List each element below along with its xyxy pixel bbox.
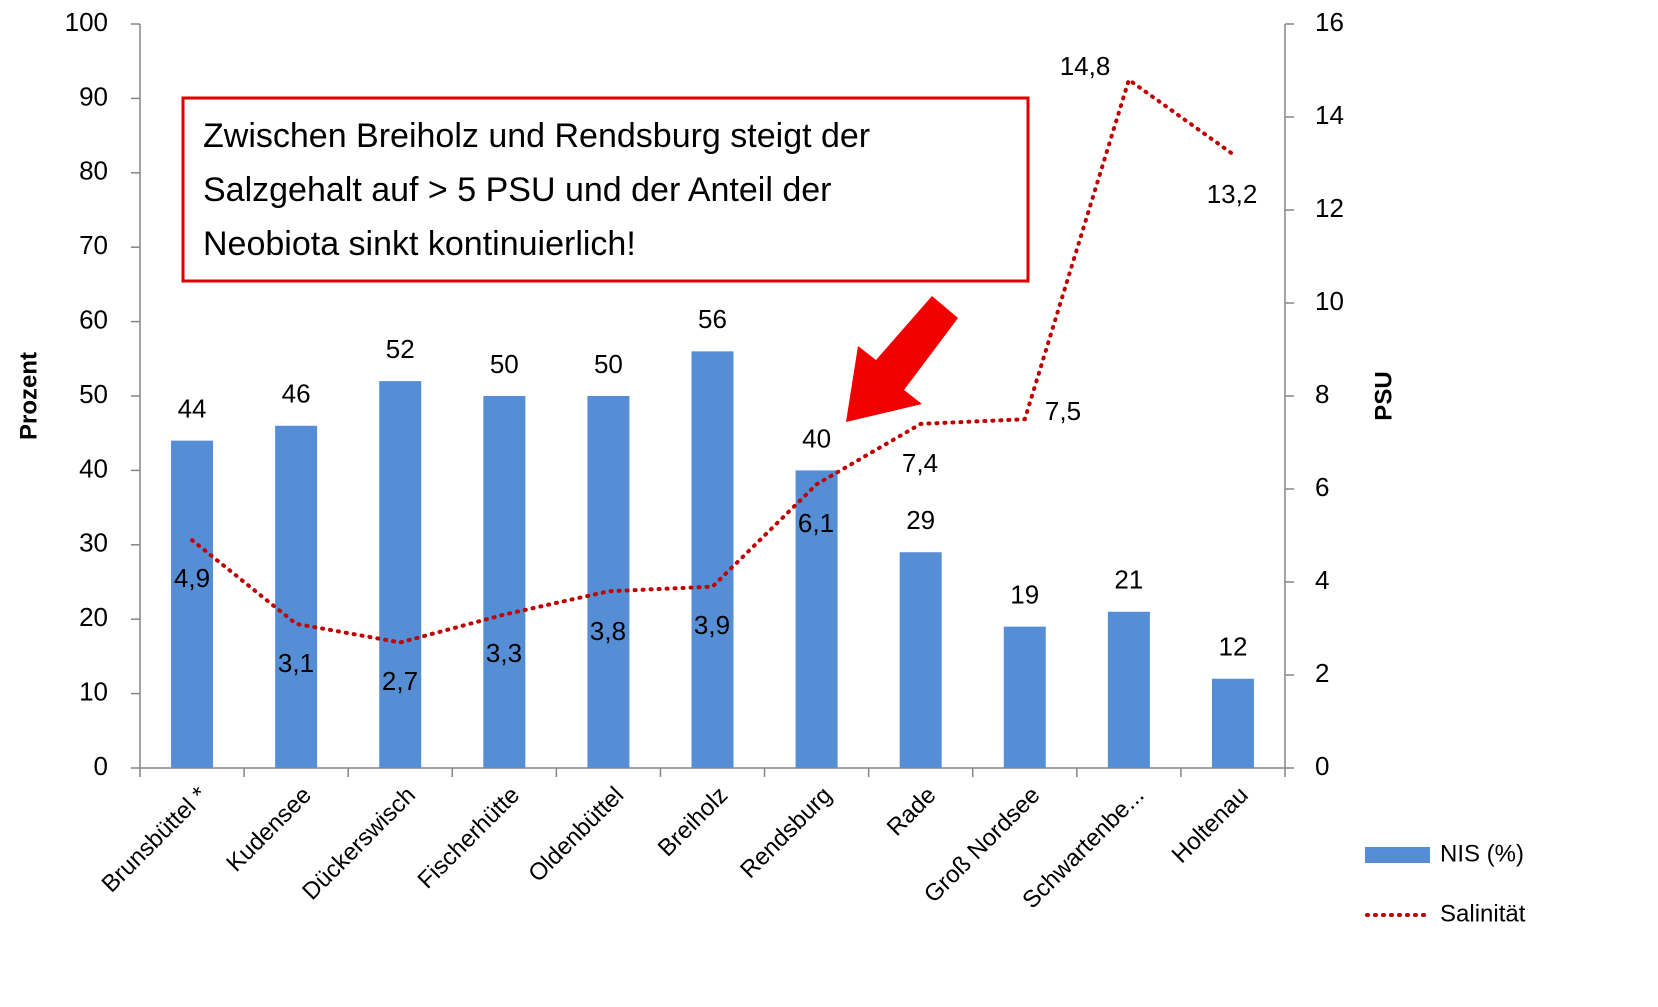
bar: [1211, 678, 1254, 768]
bar: [275, 425, 318, 768]
x-tick-label: Rade: [882, 782, 942, 842]
line-label: 3,9: [694, 610, 730, 640]
line-label: 3,1: [278, 648, 314, 678]
bar-label: 52: [386, 334, 415, 364]
arrow: [846, 296, 958, 422]
y2-tick-label: 2: [1315, 658, 1329, 688]
y2-tick-label: 16: [1315, 7, 1344, 37]
bar: [483, 396, 526, 768]
bar: [899, 552, 942, 768]
bar-label: 29: [906, 505, 935, 535]
y-tick-label: 0: [94, 751, 108, 781]
x-tick-label: Kudensee: [221, 782, 317, 878]
x-tick-label: Rendsburg: [735, 782, 837, 884]
y2-tick-label: 6: [1315, 472, 1329, 502]
bar-label: 50: [490, 349, 519, 379]
y2-tick-label: 10: [1315, 286, 1344, 316]
legend-label: Salinität: [1440, 900, 1526, 927]
bar: [1003, 626, 1046, 768]
annotation-text: Neobiota sinkt kontinuierlich!: [203, 225, 636, 263]
y-tick-label: 50: [79, 379, 108, 409]
line-label: 6,1: [798, 508, 834, 538]
bar-label: 56: [698, 304, 727, 334]
line-label: 3,8: [590, 616, 626, 646]
y2-tick-label: 0: [1315, 751, 1329, 781]
bar: [587, 396, 630, 768]
y-tick-label: 20: [79, 602, 108, 632]
y-tick-label: 90: [79, 81, 108, 111]
line: [190, 76, 1235, 645]
y2-tick-label: 4: [1315, 565, 1329, 595]
y2-tick-label: 8: [1315, 379, 1329, 409]
y-axis-title: Prozent: [15, 352, 42, 440]
line-label: 4,9: [174, 563, 210, 593]
bar: [795, 470, 838, 768]
x-tick-label: Oldenbüttel: [523, 782, 629, 888]
annotation-text: Zwischen Breiholz und Rendsburg steigt d…: [203, 117, 870, 155]
line-label: 7,5: [1045, 396, 1081, 426]
bar-label: 21: [1114, 565, 1143, 595]
y-tick-label: 100: [65, 7, 108, 37]
x-tick-label: Holtenau: [1167, 782, 1254, 869]
y2-tick-label: 14: [1315, 100, 1344, 130]
line-label: 3,3: [486, 638, 522, 668]
y-tick-label: 30: [79, 528, 108, 558]
annotation-text: Salzgehalt auf > 5 PSU und der Anteil de…: [203, 171, 831, 209]
bar: [171, 440, 214, 768]
y-tick-label: 70: [79, 230, 108, 260]
legend-swatch: [1365, 847, 1430, 863]
y-tick-label: 80: [79, 156, 108, 186]
bar-label: 12: [1218, 632, 1247, 662]
bar-label: 19: [1010, 580, 1039, 610]
line-label: 2,7: [382, 666, 418, 696]
bar: [691, 351, 734, 768]
bar-label: 44: [178, 394, 207, 424]
y-tick-label: 10: [79, 676, 108, 706]
bar: [1107, 611, 1150, 768]
bar-label: 50: [594, 349, 623, 379]
line-label: 14,8: [1060, 51, 1111, 81]
line-label: 13,2: [1207, 179, 1258, 209]
annotation-box: [181, 96, 1030, 283]
bar-label: 46: [282, 379, 311, 409]
bar: [379, 381, 422, 768]
bar-label: 40: [802, 423, 831, 453]
y2-axis-title: PSU: [1370, 371, 1397, 420]
x-tick-label: Breiholz: [653, 782, 733, 862]
x-tick-label: Fischerhütte: [413, 782, 525, 894]
x-tick-label: Brunsbüttel *: [97, 782, 213, 898]
line-label: 7,4: [902, 448, 938, 478]
y-tick-label: 60: [79, 304, 108, 334]
y2-tick-label: 12: [1315, 193, 1344, 223]
y-tick-label: 40: [79, 453, 108, 483]
legend-label: NIS (%): [1440, 840, 1524, 867]
